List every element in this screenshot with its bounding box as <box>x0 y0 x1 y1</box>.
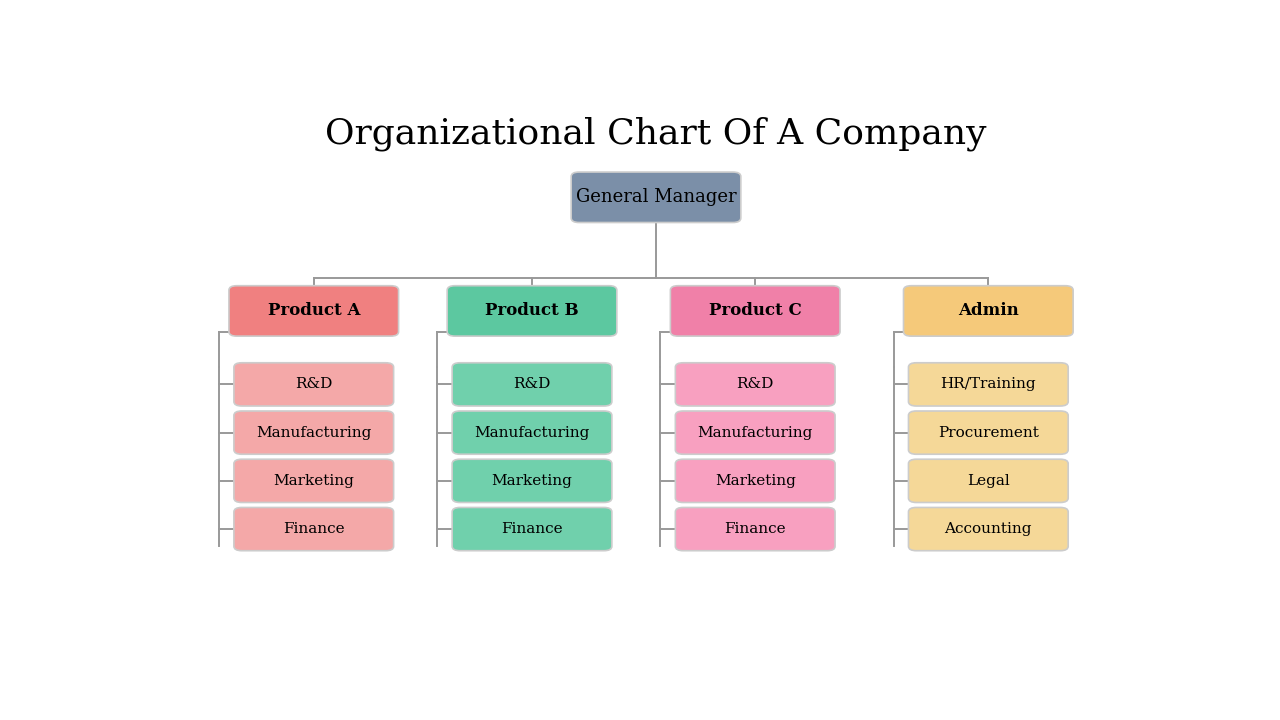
FancyBboxPatch shape <box>676 508 835 551</box>
Text: Admin: Admin <box>957 302 1019 320</box>
FancyBboxPatch shape <box>234 508 394 551</box>
Text: R&D: R&D <box>736 377 774 392</box>
Text: Manufacturing: Manufacturing <box>256 426 371 440</box>
FancyBboxPatch shape <box>909 363 1069 406</box>
FancyBboxPatch shape <box>452 508 612 551</box>
Text: Legal: Legal <box>966 474 1010 488</box>
Text: Finance: Finance <box>724 522 786 536</box>
FancyBboxPatch shape <box>676 363 835 406</box>
FancyBboxPatch shape <box>571 172 741 222</box>
FancyBboxPatch shape <box>452 411 612 454</box>
Text: Organizational Chart Of A Company: Organizational Chart Of A Company <box>325 117 987 151</box>
Text: Marketing: Marketing <box>274 474 355 488</box>
FancyBboxPatch shape <box>904 286 1073 336</box>
Text: Procurement: Procurement <box>938 426 1039 440</box>
FancyBboxPatch shape <box>234 459 394 503</box>
FancyBboxPatch shape <box>447 286 617 336</box>
FancyBboxPatch shape <box>909 508 1069 551</box>
FancyBboxPatch shape <box>909 411 1069 454</box>
Text: Marketing: Marketing <box>714 474 796 488</box>
FancyBboxPatch shape <box>229 286 398 336</box>
Text: Marketing: Marketing <box>492 474 572 488</box>
Text: Product A: Product A <box>268 302 360 320</box>
FancyBboxPatch shape <box>452 363 612 406</box>
FancyBboxPatch shape <box>676 411 835 454</box>
FancyBboxPatch shape <box>234 363 394 406</box>
Text: Finance: Finance <box>502 522 563 536</box>
Text: General Manager: General Manager <box>576 188 736 206</box>
FancyBboxPatch shape <box>909 459 1069 503</box>
Text: Manufacturing: Manufacturing <box>475 426 590 440</box>
FancyBboxPatch shape <box>452 459 612 503</box>
FancyBboxPatch shape <box>676 459 835 503</box>
FancyBboxPatch shape <box>671 286 840 336</box>
Text: Product C: Product C <box>709 302 801 320</box>
Text: HR/Training: HR/Training <box>941 377 1036 392</box>
FancyBboxPatch shape <box>234 411 394 454</box>
Text: Finance: Finance <box>283 522 344 536</box>
Text: R&D: R&D <box>296 377 333 392</box>
Text: Product B: Product B <box>485 302 579 320</box>
Text: R&D: R&D <box>513 377 550 392</box>
Text: Manufacturing: Manufacturing <box>698 426 813 440</box>
Text: Accounting: Accounting <box>945 522 1032 536</box>
